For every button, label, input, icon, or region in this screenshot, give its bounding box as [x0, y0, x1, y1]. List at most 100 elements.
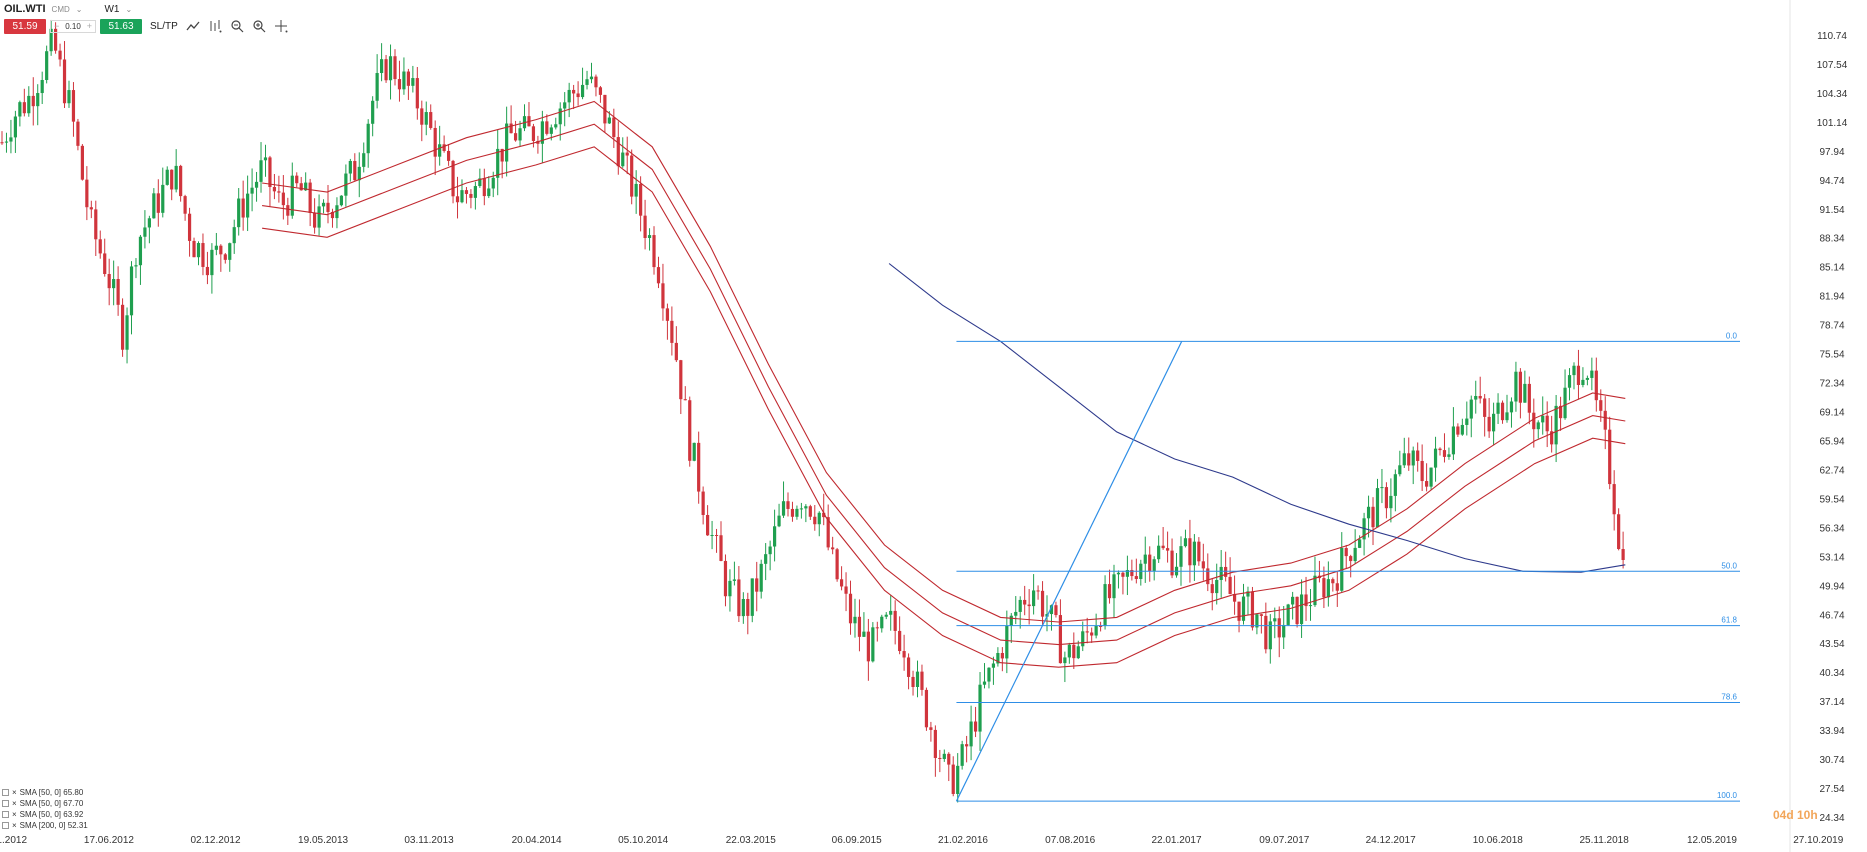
candle-body: [1380, 487, 1384, 489]
candle-body: [1157, 545, 1161, 560]
candle-body: [1349, 556, 1353, 562]
candle-body: [1594, 370, 1598, 401]
candle-body: [598, 87, 603, 95]
candle-body: [1165, 548, 1170, 551]
price-axis: 110.74 107.54 104.34 101.14 97.94 94.74 91.54 8…: [1817, 31, 1848, 824]
candle-body: [482, 178, 486, 197]
candle-body: [1425, 481, 1429, 487]
candle-body: [728, 580, 732, 597]
price-tick-label: 56.34: [1819, 523, 1844, 534]
close-icon[interactable]: ×: [12, 799, 17, 808]
candle-body: [40, 79, 44, 94]
instrument-symbol[interactable]: OIL.WTI: [4, 3, 46, 15]
candle-body: [76, 121, 80, 146]
close-icon[interactable]: ×: [12, 788, 17, 797]
price-tick-label: 107.54: [1817, 60, 1848, 71]
chart-type-icon[interactable]: [186, 19, 200, 33]
candle-body: [1590, 370, 1594, 378]
candle-body: [1000, 652, 1004, 659]
time-tick-label: 22.01.2017: [1151, 835, 1201, 846]
candle-body: [915, 671, 920, 687]
candle-body: [1237, 601, 1241, 621]
legend-item[interactable]: × SMA [50, 0] 63.92: [2, 809, 88, 820]
candle-body: [1523, 383, 1527, 403]
legend-item[interactable]: × SMA [50, 0] 67.70: [2, 798, 88, 809]
candle-body: [411, 78, 415, 86]
sl-tp-button[interactable]: SL/TP: [150, 20, 178, 32]
chevron-down-icon[interactable]: ⌄: [75, 4, 83, 14]
price-tick-label: 65.94: [1819, 436, 1844, 447]
legend-item[interactable]: × SMA [50, 0] 65.80: [2, 787, 88, 798]
sell-button[interactable]: 51.59: [4, 18, 46, 34]
candle-body: [1103, 584, 1107, 627]
candle-body: [683, 399, 687, 401]
candle-body: [339, 195, 344, 206]
legend-toggle-icon[interactable]: [2, 789, 9, 796]
candle-body: [438, 144, 442, 157]
legend-toggle-icon[interactable]: [2, 822, 9, 829]
candle-body: [290, 175, 294, 216]
sma-200-line: [888, 263, 1626, 573]
candle-body: [513, 133, 518, 141]
candle-body: [250, 187, 254, 194]
price-tick-label: 72.34: [1819, 379, 1844, 390]
candle-body: [710, 534, 714, 536]
candle-body: [692, 442, 696, 461]
candle-body: [402, 71, 406, 90]
price-tick-label: 37.14: [1819, 697, 1844, 708]
candle-body: [1054, 605, 1058, 616]
candle-body: [790, 508, 795, 517]
candle-body: [929, 727, 933, 730]
candle-body: [607, 117, 611, 124]
candle-body: [1148, 554, 1152, 571]
candle-body: [1558, 405, 1563, 419]
candle-body: [531, 126, 536, 141]
candle-body: [898, 630, 902, 652]
candle-body: [1210, 584, 1214, 594]
time-tick-label: 21.02.2016: [938, 835, 988, 846]
candle-body: [1099, 625, 1103, 627]
candle-body: [933, 729, 937, 758]
zoom-in-icon[interactable]: [252, 19, 266, 33]
zoom-out-icon[interactable]: [230, 19, 244, 33]
candle-body: [786, 501, 790, 509]
candle-body: [1295, 596, 1299, 625]
close-icon[interactable]: ×: [12, 821, 17, 830]
candle-body: [656, 267, 661, 284]
candle-body: [156, 193, 160, 213]
candle-body: [429, 112, 433, 128]
crosshair-icon[interactable]: [274, 19, 288, 33]
candle-body: [1291, 596, 1295, 605]
timeframe-selector[interactable]: W1: [104, 3, 120, 15]
indicators-icon[interactable]: [208, 19, 222, 33]
lot-size-value[interactable]: 0.10: [65, 21, 81, 31]
legend-item[interactable]: × SMA [200, 0] 52.31: [2, 820, 88, 831]
candle-body: [772, 526, 777, 547]
candle-body: [697, 442, 701, 492]
trade-panel: 51.59 − 0.10 + 51.63 SL/TP: [4, 18, 288, 34]
legend-toggle-icon[interactable]: [2, 811, 9, 818]
price-tick-label: 81.94: [1819, 292, 1844, 303]
candle-body: [85, 179, 89, 208]
candle-body: [1509, 401, 1514, 413]
candle-body: [1567, 375, 1572, 388]
candle-body: [246, 193, 250, 218]
legend-toggle-icon[interactable]: [2, 800, 9, 807]
chevron-down-icon[interactable]: ⌄: [125, 4, 133, 14]
fibonacci-layer: 0.0 50.0 61.8 78.6 100.0: [956, 331, 1740, 802]
candle-body: [719, 535, 723, 561]
close-icon[interactable]: ×: [12, 810, 17, 819]
candle-body: [594, 76, 598, 88]
decrease-lot-button[interactable]: −: [54, 21, 60, 31]
candle-body: [67, 90, 71, 104]
candle-body: [960, 744, 964, 766]
increase-lot-button[interactable]: +: [86, 21, 92, 31]
candle-body: [201, 243, 205, 267]
time-tick-label: 25.11.2018: [1579, 835, 1629, 846]
lot-size-stepper[interactable]: − 0.10 +: [50, 19, 96, 33]
candle-body: [942, 753, 946, 759]
candle-body: [1273, 618, 1277, 622]
buy-button[interactable]: 51.63: [100, 18, 142, 34]
time-tick-label: 02.12.2012: [190, 835, 240, 846]
